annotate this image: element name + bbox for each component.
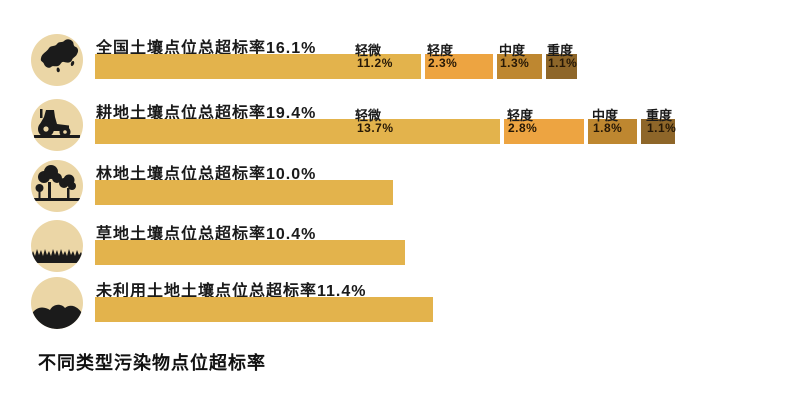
row-label: 未利用土地土壤点位总超标率11.4% xyxy=(96,283,367,300)
severity-label: 轻微 xyxy=(355,43,382,58)
severity-label: 重度 xyxy=(547,43,574,58)
segment-total xyxy=(95,180,393,205)
severity-label: 轻度 xyxy=(507,108,534,123)
row-label: 草地土壤点位总超标率10.4% xyxy=(96,226,317,243)
severity-value: 1.3% xyxy=(500,56,530,70)
chart-caption: 不同类型污染物点位超标率 xyxy=(38,353,266,373)
grass-icon xyxy=(31,220,83,272)
row-forest: 林地土壤点位总超标率10.0% xyxy=(0,160,800,226)
severity-label: 重度 xyxy=(646,108,673,123)
trees-icon xyxy=(31,160,83,212)
tractor-icon xyxy=(31,99,83,151)
segment-mild xyxy=(95,54,421,79)
segment-total xyxy=(95,240,405,265)
row-label: 林地土壤点位总超标率10.0% xyxy=(96,166,317,183)
severity-value: 1.1% xyxy=(548,56,578,70)
severity-value: 13.7% xyxy=(357,121,394,135)
china-map-icon xyxy=(31,34,83,86)
segment-medium xyxy=(588,119,637,144)
segment-heavy xyxy=(546,54,577,79)
severity-value: 2.8% xyxy=(508,121,538,135)
severity-label: 中度 xyxy=(592,108,619,123)
severity-label: 轻微 xyxy=(355,108,382,123)
severity-value: 1.8% xyxy=(593,121,623,135)
row-unused-land: 未利用土地土壤点位总超标率11.4% xyxy=(0,277,800,343)
segment-total xyxy=(95,297,433,322)
row-label: 耕地土壤点位总超标率19.4% xyxy=(96,105,317,122)
row-label: 全国土壤点位总超标率16.1% xyxy=(96,40,317,57)
soil-icon xyxy=(31,277,83,329)
row-grassland: 草地土壤点位总超标率10.4% xyxy=(0,220,800,286)
segment-light xyxy=(425,54,493,79)
severity-value: 1.1% xyxy=(647,121,677,135)
segment-mild xyxy=(95,119,500,144)
row-cropland: 耕地土壤点位总超标率19.4% 轻微 轻度 中度 重度 13.7% 2.8% 1… xyxy=(0,99,800,165)
segment-medium xyxy=(497,54,542,79)
segment-heavy xyxy=(641,119,675,144)
severity-label: 轻度 xyxy=(427,43,454,58)
severity-value: 11.2% xyxy=(357,56,393,70)
severity-label: 中度 xyxy=(499,43,526,58)
row-national: 全国土壤点位总超标率16.1% 轻微 轻度 中度 重度 11.2% 2.3% 1… xyxy=(0,34,800,100)
segment-light xyxy=(504,119,584,144)
severity-value: 2.3% xyxy=(428,56,458,70)
